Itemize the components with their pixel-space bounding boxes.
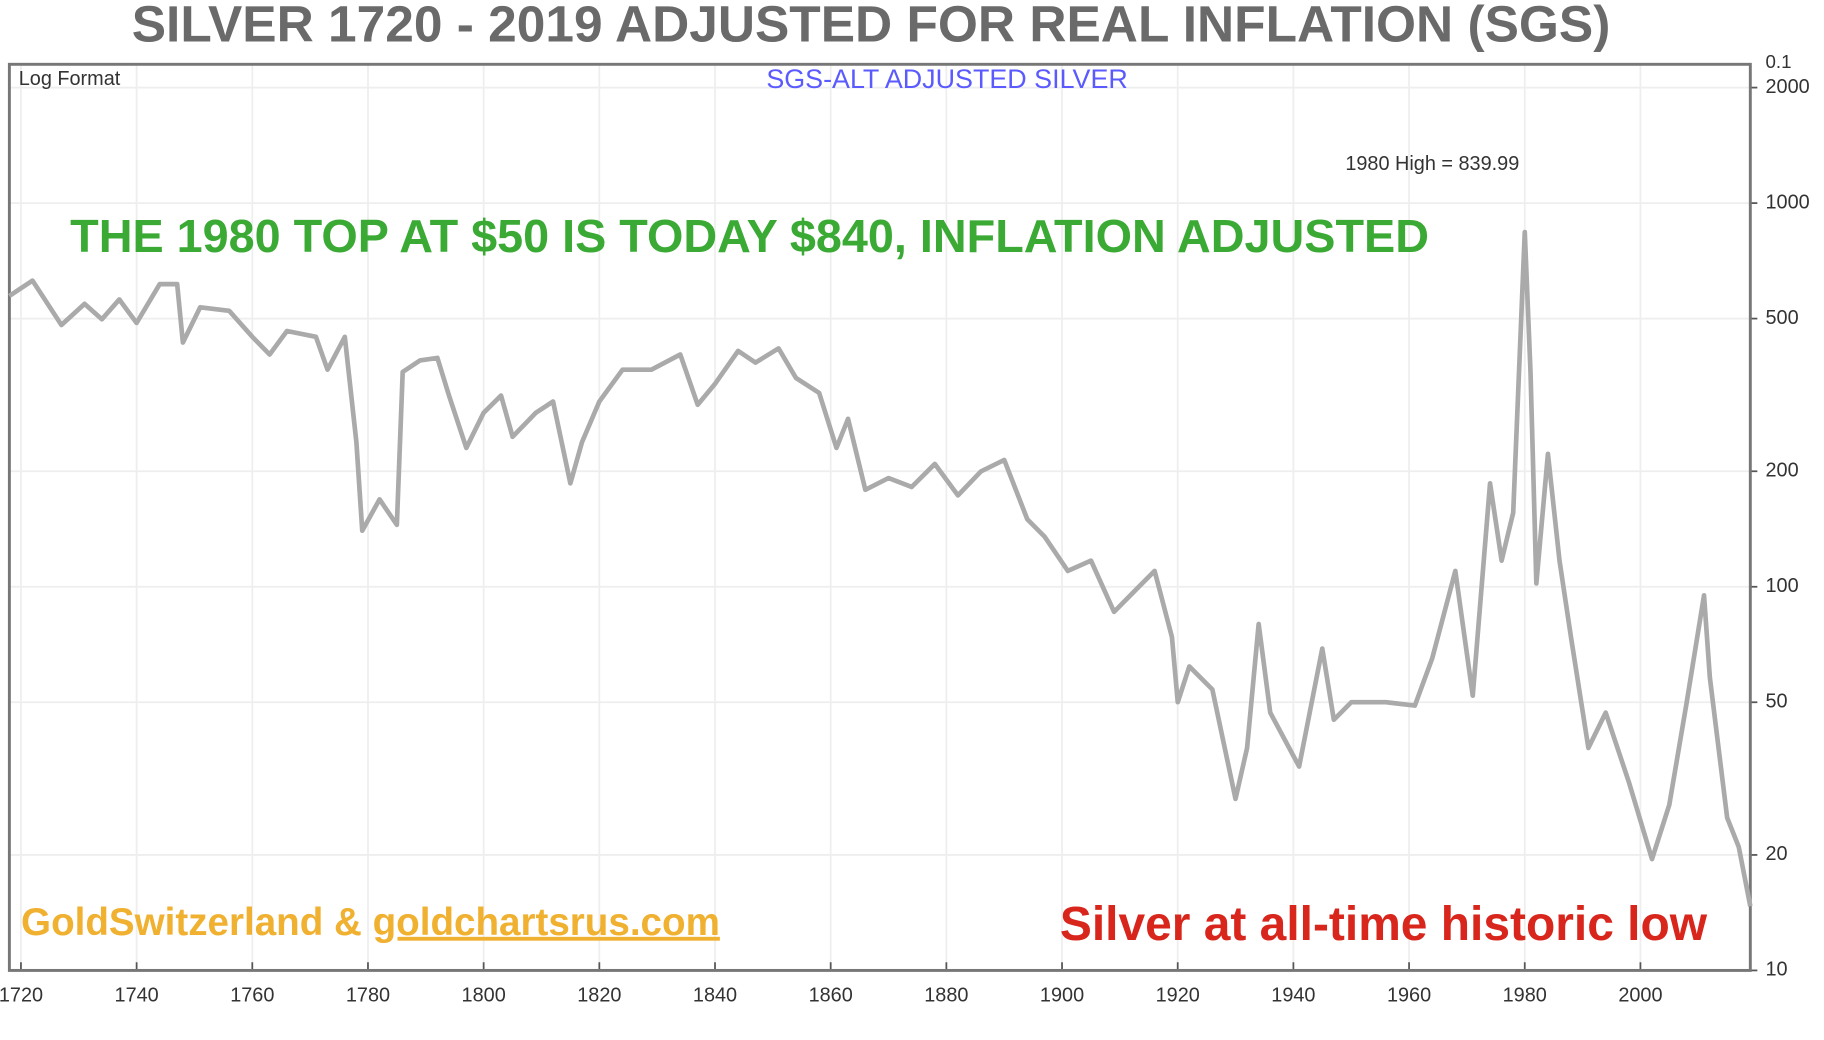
series-line	[8, 229, 1753, 907]
x-tick-label: 1900	[1040, 984, 1084, 1006]
y-tick-label: 2000	[1766, 76, 1810, 98]
source: GoldSwitzerland & goldchartsrus.com	[21, 901, 720, 944]
y-tick-label: 200	[1766, 460, 1799, 482]
x-tick-label: 1860	[809, 984, 853, 1006]
x-tick-label: 1940	[1271, 984, 1315, 1006]
x-tick-label: 1880	[924, 984, 968, 1006]
subtitle: Log Format	[19, 68, 121, 90]
x-tick-label: 1960	[1387, 984, 1431, 1006]
plot-area	[7, 62, 1758, 972]
corner-label: 0.1	[1766, 51, 1792, 72]
x-tick-label: 1720	[0, 984, 43, 1006]
x-tick-label: 1920	[1156, 984, 1200, 1006]
legend-label: SGS-ALT ADJUSTED SILVER	[766, 64, 1127, 94]
y-tick-label: 10	[1766, 959, 1788, 981]
y-tick-label: 50	[1766, 691, 1788, 713]
source-link[interactable]: goldchartsrus.com	[373, 901, 720, 944]
x-tick-label: 1780	[346, 984, 390, 1006]
annotation: 1980 High = 839.99	[1345, 153, 1519, 175]
y-tick-label: 20	[1766, 843, 1788, 865]
y-tick-label: 500	[1766, 307, 1799, 329]
annotation: THE 1980 TOP AT $50 IS TODAY $840, INFLA…	[70, 210, 1429, 262]
x-tick-label: 2000	[1618, 984, 1662, 1006]
x-tick-label: 1840	[693, 984, 737, 1006]
x-tick-label: 1740	[115, 984, 159, 1006]
y-tick-label: 100	[1766, 575, 1799, 597]
x-tick-label: 1820	[577, 984, 621, 1006]
y-tick-label: 1000	[1766, 191, 1810, 213]
x-tick-label: 1800	[462, 984, 506, 1006]
x-tick-label: 1760	[230, 984, 274, 1006]
chart-title: SILVER 1720 - 2019 ADJUSTED FOR REAL INF…	[132, 0, 1611, 53]
plot-border	[7, 62, 1752, 972]
source-text: GoldSwitzerland &	[21, 901, 373, 944]
annotation: Silver at all-time historic low	[1060, 898, 1708, 951]
x-tick-label: 1980	[1503, 984, 1547, 1006]
